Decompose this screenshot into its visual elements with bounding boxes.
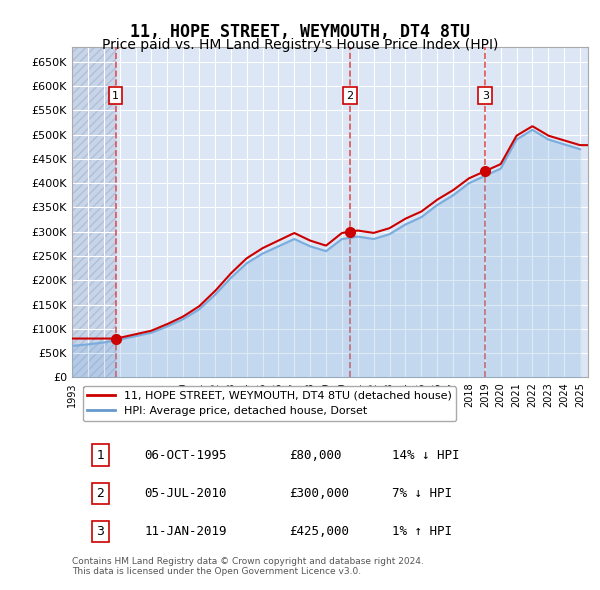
- Text: 06-OCT-1995: 06-OCT-1995: [144, 449, 227, 462]
- Text: £300,000: £300,000: [289, 487, 349, 500]
- Text: 3: 3: [482, 91, 489, 101]
- Text: 2: 2: [346, 91, 353, 101]
- Text: 11, HOPE STREET, WEYMOUTH, DT4 8TU: 11, HOPE STREET, WEYMOUTH, DT4 8TU: [130, 24, 470, 41]
- Text: 7% ↓ HPI: 7% ↓ HPI: [392, 487, 452, 500]
- Text: £425,000: £425,000: [289, 525, 349, 538]
- Text: £80,000: £80,000: [289, 449, 341, 462]
- Bar: [72, 47, 116, 378]
- Text: 2: 2: [97, 487, 104, 500]
- Text: 05-JUL-2010: 05-JUL-2010: [144, 487, 227, 500]
- Text: 1: 1: [97, 449, 104, 462]
- Text: Price paid vs. HM Land Registry's House Price Index (HPI): Price paid vs. HM Land Registry's House …: [102, 38, 498, 52]
- Text: 1% ↑ HPI: 1% ↑ HPI: [392, 525, 452, 538]
- Text: 11-JAN-2019: 11-JAN-2019: [144, 525, 227, 538]
- Text: Contains HM Land Registry data © Crown copyright and database right 2024.
This d: Contains HM Land Registry data © Crown c…: [72, 557, 424, 576]
- Text: 1: 1: [112, 91, 119, 101]
- Text: 3: 3: [97, 525, 104, 538]
- Legend: 11, HOPE STREET, WEYMOUTH, DT4 8TU (detached house), HPI: Average price, detache: 11, HOPE STREET, WEYMOUTH, DT4 8TU (deta…: [83, 386, 456, 421]
- Text: 14% ↓ HPI: 14% ↓ HPI: [392, 449, 460, 462]
